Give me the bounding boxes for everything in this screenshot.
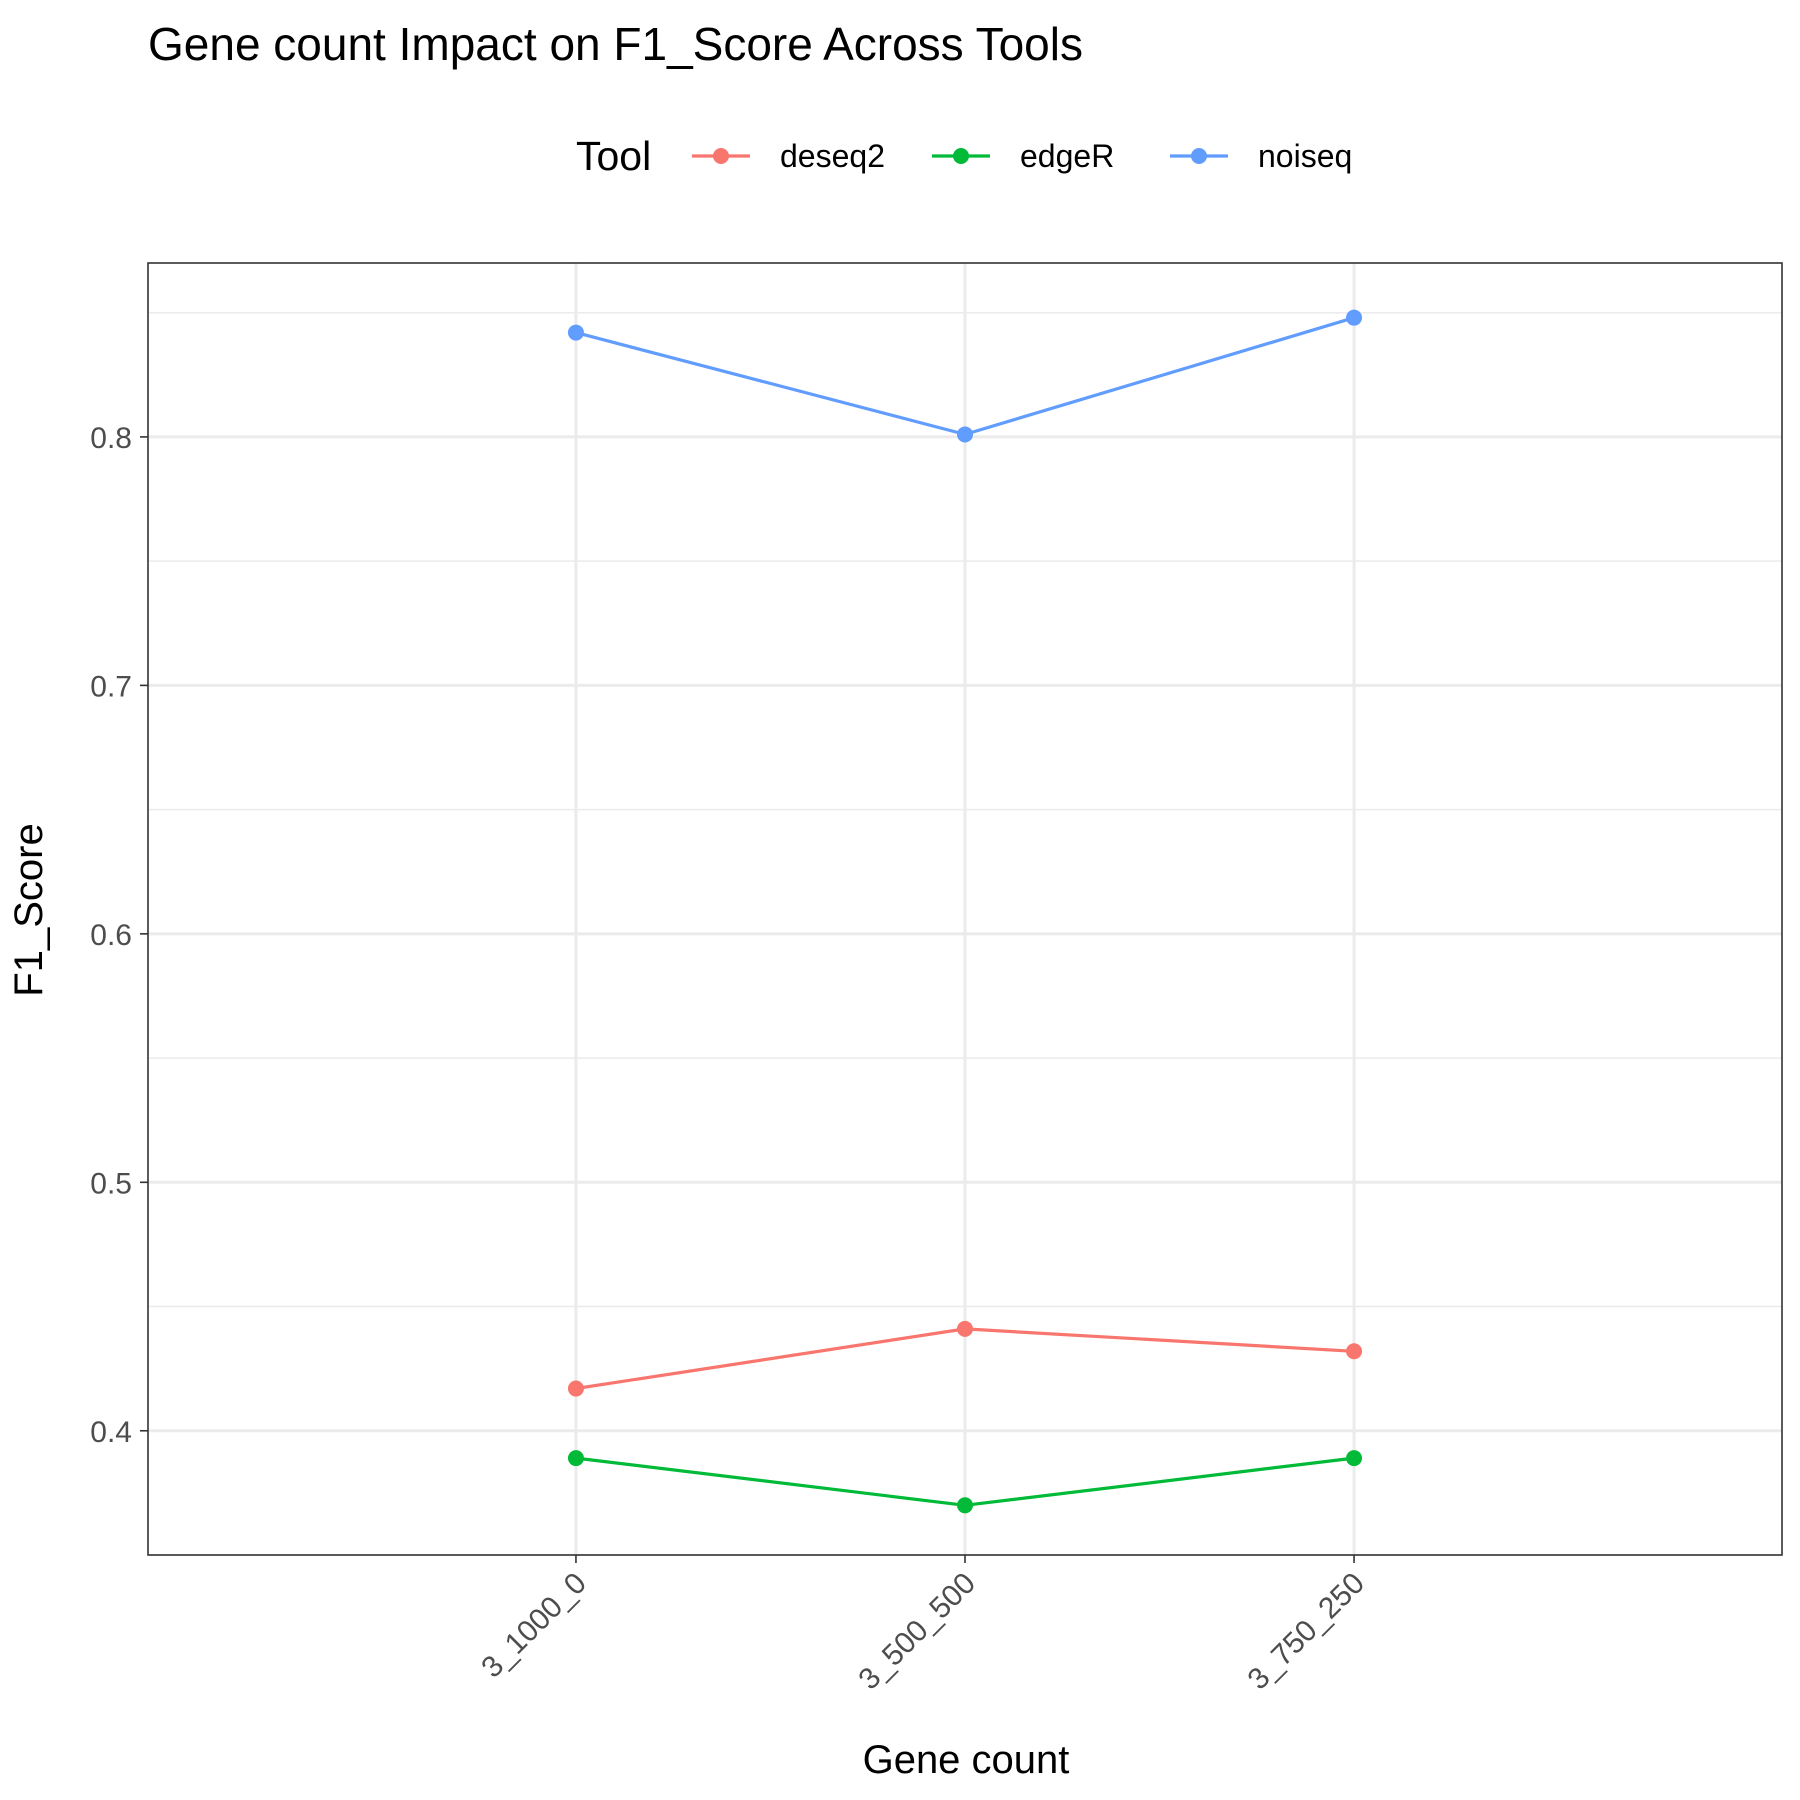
data-point-noiseq: [957, 426, 973, 443]
data-point-deseq2: [567, 1380, 584, 1397]
data-point-noiseq: [567, 324, 584, 341]
legend-title: Tool: [576, 133, 651, 179]
legend-label-edgeR: edgeR: [1020, 138, 1114, 174]
data-point-deseq2: [957, 1320, 973, 1337]
legend: Tool deseq2 edgeR noiseq: [576, 133, 1352, 179]
legend-label-deseq2: deseq2: [780, 138, 885, 174]
data-point-edgeR: [957, 1497, 973, 1514]
data-point-edgeR: [567, 1450, 584, 1467]
y-tick-label: 0.8: [90, 422, 132, 455]
data-point-noiseq: [1346, 309, 1363, 326]
legend-key-point-deseq2: [713, 148, 729, 164]
x-tick-label: 3_500_500: [852, 1567, 982, 1697]
y-tick-label: 0.6: [90, 919, 132, 952]
legend-key-point-edgeR: [953, 148, 969, 164]
data-point-deseq2: [1346, 1343, 1363, 1360]
x-axis-title: Gene count: [863, 1738, 1070, 1782]
legend-key-point-noiseq: [1191, 148, 1207, 164]
y-tick-label: 0.4: [90, 1416, 132, 1449]
y-axis-title: F1_Score: [7, 823, 51, 996]
plot-panel: 0.4 0.5 0.6 0.7 0.8 3_1000_0 3_500_500 3_750_25…: [90, 262, 1783, 1697]
chart-title: Gene count Impact on F1_Score Across Too…: [148, 18, 1083, 70]
data-point-edgeR: [1346, 1450, 1363, 1467]
x-tick-label: 3_750_250: [1241, 1567, 1371, 1697]
legend-label-noiseq: noiseq: [1258, 138, 1352, 174]
x-tick-label: 3_1000_0: [475, 1567, 593, 1685]
y-tick-label: 0.7: [90, 670, 132, 703]
y-tick-label: 0.5: [90, 1167, 132, 1200]
